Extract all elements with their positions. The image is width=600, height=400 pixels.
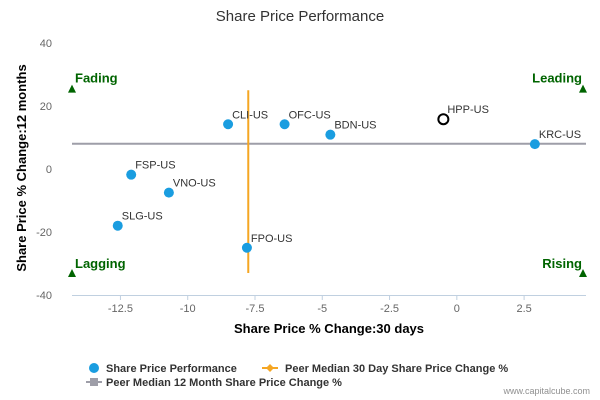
legend: Share Price Performance Peer Median 30 Da…: [86, 363, 508, 389]
data-points: [112, 113, 540, 253]
data-point: [529, 139, 540, 150]
chart-title: Share Price Performance: [216, 8, 384, 25]
y-tick-label: 40: [40, 38, 52, 50]
x-tick-label: -12.5: [108, 303, 133, 315]
highlight-point: [437, 113, 450, 126]
data-point-label: FSP-US: [135, 160, 175, 172]
y-tick-label: -40: [36, 290, 52, 302]
data-point-label: OFC-US: [289, 109, 331, 121]
data-point-label: FPO-US: [251, 233, 293, 245]
x-tick-label: -7.5: [246, 303, 265, 315]
legend-label: Share Price Performance: [106, 363, 237, 375]
y-tick-label: -20: [36, 227, 52, 239]
legend-diamond-icon: [266, 364, 274, 372]
data-point-label: VNO-US: [173, 178, 216, 190]
quadrant-label-lagging: Lagging: [75, 256, 126, 271]
quadrant-label-leading: Leading: [532, 71, 582, 86]
data-point-label: SLG-US: [122, 211, 163, 223]
legend-point-icon: [89, 363, 99, 373]
median-lines: [72, 90, 586, 273]
quadrant-marker-icon: [579, 84, 587, 93]
data-point: [112, 220, 123, 231]
quadrant-label-rising: Rising: [542, 256, 582, 271]
x-tick-label: -2.5: [380, 303, 399, 315]
data-point: [241, 242, 252, 253]
quadrant-labels: Fading Leading Lagging Rising: [68, 71, 587, 277]
credit-text: www.capitalcube.com: [502, 386, 590, 396]
y-axis-ticks: -40 -20 0 20 40: [36, 38, 52, 302]
quadrant-label-fading: Fading: [75, 71, 118, 86]
x-tick-label: 2.5: [516, 303, 531, 315]
x-tick-label: 0: [454, 303, 460, 315]
x-tick-label: -10: [180, 303, 196, 315]
quadrant-marker-icon: [68, 268, 76, 277]
data-point: [325, 129, 336, 140]
data-point: [279, 119, 290, 130]
quadrant-marker-icon: [579, 268, 587, 277]
data-point: [126, 169, 137, 180]
y-tick-label: 0: [46, 164, 52, 176]
x-axis-title: Share Price % Change:30 days: [234, 321, 424, 336]
data-point-label: KRC-US: [539, 129, 581, 141]
data-point: [163, 187, 174, 198]
y-axis-title: Share Price % Change:12 months: [14, 64, 29, 271]
x-tick-label: -5: [317, 303, 327, 315]
data-point-label: CLI-US: [232, 109, 268, 121]
y-tick-label: 20: [40, 101, 52, 113]
legend-square-icon: [90, 378, 98, 386]
highlight-point-label: HPP-US: [447, 104, 489, 116]
quadrant-marker-icon: [68, 84, 76, 93]
data-point: [223, 119, 234, 130]
legend-label: Peer Median 12 Month Share Price Change …: [106, 377, 342, 389]
x-axis-ticks: -12.5 -10 -7.5 -5 -2.5 0 2.5: [108, 295, 532, 315]
legend-label: Peer Median 30 Day Share Price Change %: [285, 363, 508, 375]
data-point-label: BDN-US: [334, 120, 376, 132]
